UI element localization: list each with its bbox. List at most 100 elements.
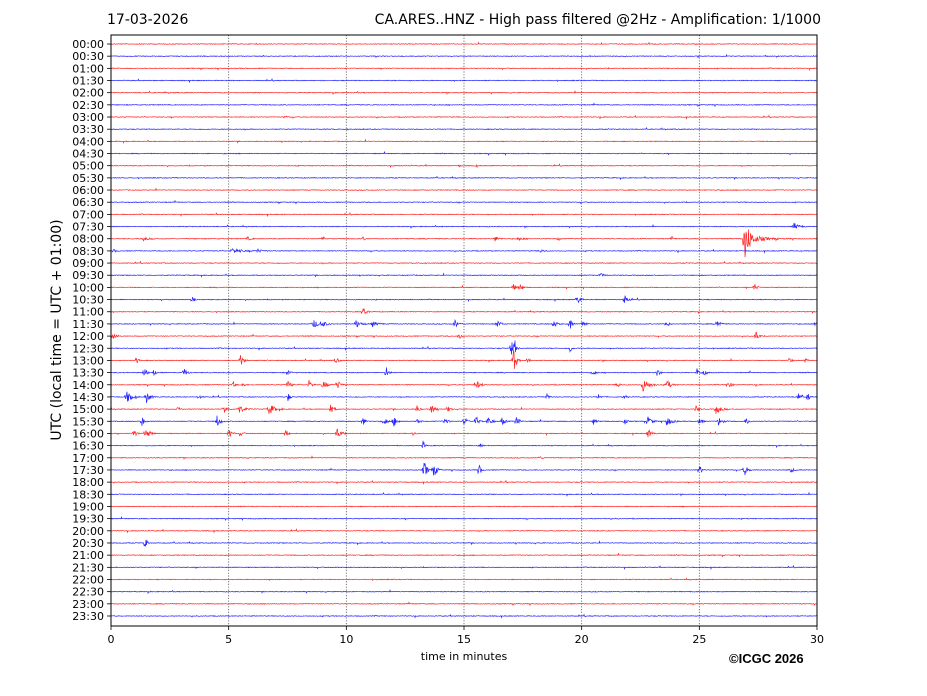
y-tick-label: 03:00 bbox=[72, 111, 104, 124]
trace-0400 bbox=[110, 138, 818, 144]
trace-0200 bbox=[110, 89, 818, 96]
trace-0100 bbox=[110, 66, 818, 71]
trace-0030 bbox=[110, 53, 818, 59]
y-tick-label: 01:30 bbox=[72, 75, 104, 88]
y-tick-label: 10:30 bbox=[72, 294, 104, 307]
trace-1600 bbox=[110, 428, 818, 438]
trace-1130 bbox=[110, 318, 818, 329]
y-tick-label: 08:30 bbox=[72, 245, 104, 258]
x-tick-label: 30 bbox=[810, 633, 824, 646]
trace-1830 bbox=[110, 491, 818, 497]
trace-0930 bbox=[110, 272, 818, 278]
trace-1200 bbox=[110, 331, 818, 339]
y-tick-label: 19:00 bbox=[72, 500, 104, 513]
trace-2030 bbox=[110, 539, 818, 547]
y-tick-label: 22:30 bbox=[72, 586, 104, 599]
y-tick-label: 12:30 bbox=[72, 342, 104, 355]
y-tick-label: 17:00 bbox=[72, 452, 104, 465]
trace-0530 bbox=[110, 175, 818, 181]
y-tick-label: 16:30 bbox=[72, 440, 104, 453]
y-tick-label: 09:30 bbox=[72, 269, 104, 282]
y-tick-label: 13:00 bbox=[72, 354, 104, 367]
trace-1030 bbox=[110, 295, 818, 304]
x-tick-label: 0 bbox=[108, 633, 115, 646]
y-tick-label: 18:30 bbox=[72, 488, 104, 501]
y-tick-label: 06:00 bbox=[72, 184, 104, 197]
trace-0730 bbox=[110, 222, 818, 230]
y-tick-label: 06:30 bbox=[72, 196, 104, 209]
y-tick-label: 14:30 bbox=[72, 391, 104, 404]
trace-0300 bbox=[110, 114, 818, 120]
trace-1430 bbox=[110, 391, 818, 403]
x-tick-label: 10 bbox=[339, 633, 353, 646]
y-tick-label: 05:00 bbox=[72, 160, 104, 173]
trace-2200 bbox=[110, 577, 818, 582]
trace-1630 bbox=[110, 440, 818, 449]
trace-1000 bbox=[110, 283, 818, 291]
trace-1530 bbox=[110, 415, 818, 427]
y-tick-label: 20:30 bbox=[72, 537, 104, 550]
trace-1230 bbox=[110, 340, 818, 355]
trace-1400 bbox=[110, 380, 818, 392]
trace-2330 bbox=[110, 613, 818, 619]
trace-1700 bbox=[110, 455, 818, 460]
y-tick-label: 01:00 bbox=[72, 62, 104, 75]
y-tick-label: 16:00 bbox=[72, 427, 104, 440]
trace-2000 bbox=[110, 528, 818, 534]
y-tick-label: 17:30 bbox=[72, 464, 104, 477]
trace-0500 bbox=[110, 163, 818, 169]
trace-0230 bbox=[110, 102, 818, 108]
y-tick-label: 15:00 bbox=[72, 403, 104, 416]
y-tick-label: 21:30 bbox=[72, 561, 104, 574]
trace-1730 bbox=[110, 462, 818, 476]
trace-0900 bbox=[110, 260, 818, 265]
x-tick-label: 25 bbox=[692, 633, 706, 646]
y-tick-label: 02:30 bbox=[72, 99, 104, 112]
chart-title: CA.ARES..HNZ - High pass filtered @2Hz -… bbox=[374, 12, 821, 28]
trace-0700 bbox=[110, 211, 818, 218]
y-tick-label: 08:00 bbox=[72, 233, 104, 246]
y-tick-label: 12:00 bbox=[72, 330, 104, 343]
plot-date: 17-03-2026 bbox=[107, 12, 189, 28]
trace-2300 bbox=[110, 601, 818, 607]
y-tick-label: 20:00 bbox=[72, 525, 104, 538]
x-tick-label: 5 bbox=[225, 633, 232, 646]
trace-2130 bbox=[110, 564, 818, 571]
x-tick-label: 15 bbox=[457, 633, 471, 646]
x-tick-label: 20 bbox=[575, 633, 589, 646]
y-tick-label: 19:30 bbox=[72, 513, 104, 526]
trace-1800 bbox=[110, 479, 818, 485]
y-tick-label: 07:00 bbox=[72, 208, 104, 221]
y-tick-label: 05:30 bbox=[72, 172, 104, 185]
y-tick-label: 11:00 bbox=[72, 306, 104, 319]
trace-0630 bbox=[110, 199, 818, 205]
trace-0800 bbox=[110, 229, 818, 258]
y-tick-label: 03:30 bbox=[72, 123, 104, 136]
trace-0000 bbox=[110, 41, 818, 46]
y-tick-label: 09:00 bbox=[72, 257, 104, 270]
trace-1100 bbox=[110, 307, 818, 315]
y-tick-label: 18:00 bbox=[72, 476, 104, 489]
y-tick-label: 11:30 bbox=[72, 318, 104, 331]
x-axis-label: time in minutes bbox=[420, 650, 508, 663]
y-tick-label: 23:30 bbox=[72, 610, 104, 623]
y-tick-label: 04:30 bbox=[72, 148, 104, 161]
y-tick-label: 13:30 bbox=[72, 367, 104, 380]
y-tick-label: 10:00 bbox=[72, 281, 104, 294]
trace-1500 bbox=[110, 404, 818, 414]
trace-0130 bbox=[110, 77, 818, 84]
trace-0600 bbox=[110, 187, 818, 192]
trace-1900 bbox=[110, 505, 818, 508]
trace-1300 bbox=[110, 349, 818, 369]
y-tick-label: 21:00 bbox=[72, 549, 104, 562]
y-tick-label: 00:00 bbox=[72, 38, 104, 51]
trace-0430 bbox=[110, 150, 818, 156]
trace-0830 bbox=[110, 248, 818, 254]
y-tick-label: 04:00 bbox=[72, 135, 104, 148]
y-tick-label: 02:00 bbox=[72, 87, 104, 100]
trace-1930 bbox=[110, 516, 818, 522]
trace-2100 bbox=[110, 552, 818, 558]
y-tick-label: 00:30 bbox=[72, 50, 104, 63]
